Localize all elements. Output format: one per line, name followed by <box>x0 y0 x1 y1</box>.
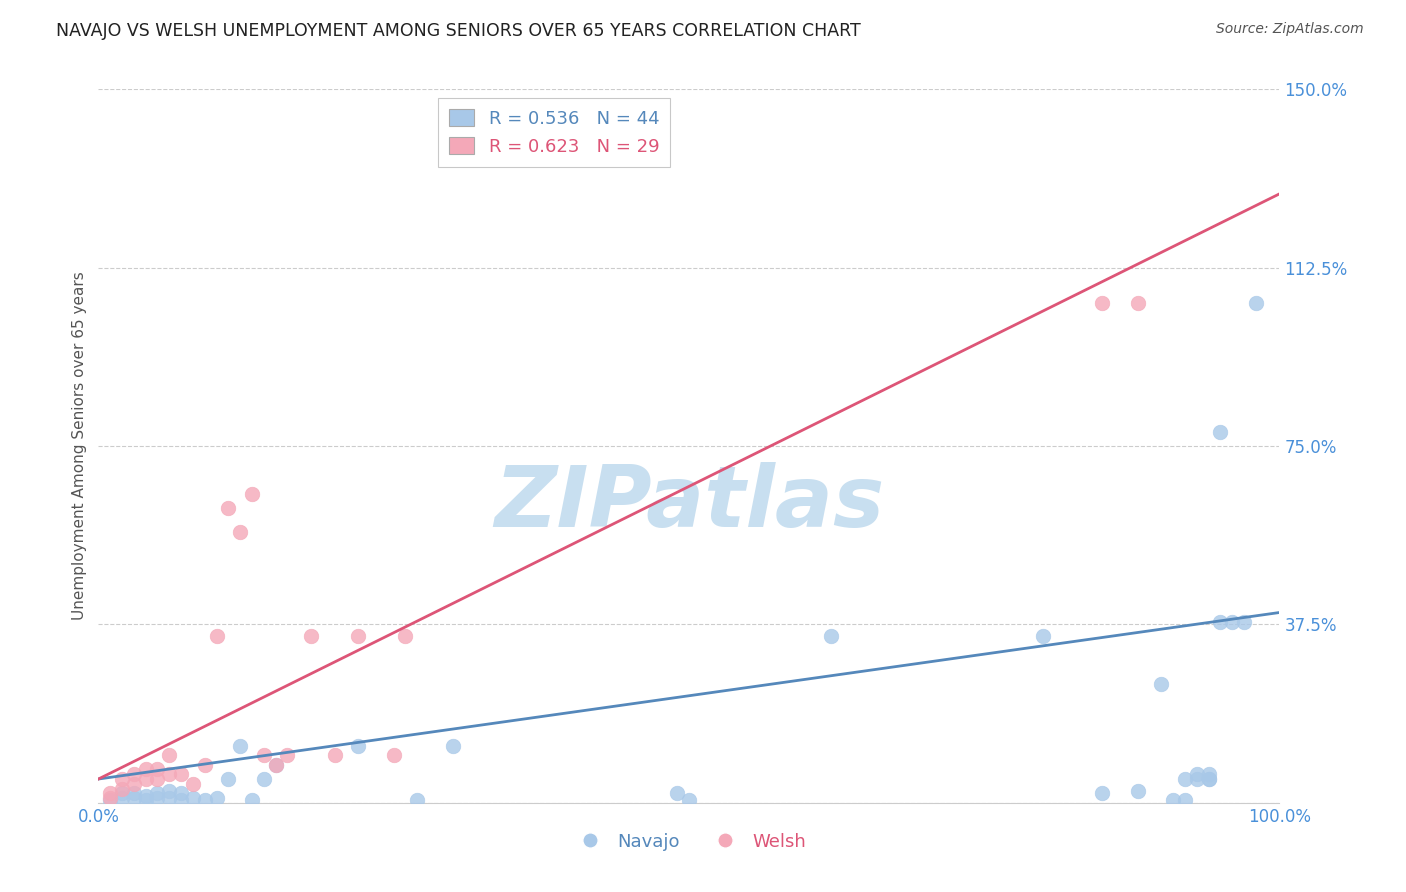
Point <box>135 793 157 807</box>
Point <box>205 791 228 805</box>
Point <box>253 772 276 786</box>
Point <box>678 793 700 807</box>
Point <box>135 789 157 803</box>
Point <box>1126 784 1149 798</box>
Point <box>1209 615 1232 629</box>
Point <box>1233 615 1256 629</box>
Point <box>98 786 121 800</box>
Point <box>276 748 298 763</box>
Point <box>135 763 157 777</box>
Point <box>1198 767 1220 781</box>
Point <box>406 793 429 807</box>
Point <box>1185 772 1208 786</box>
Point <box>1185 767 1208 781</box>
Text: Source: ZipAtlas.com: Source: ZipAtlas.com <box>1216 22 1364 37</box>
Point <box>217 500 239 515</box>
Point <box>1091 296 1114 310</box>
Point <box>122 767 145 781</box>
Point <box>666 786 689 800</box>
Point <box>135 772 157 786</box>
Point <box>170 767 193 781</box>
Point <box>253 748 276 763</box>
Point <box>170 786 193 800</box>
Point <box>181 791 204 805</box>
Point <box>146 786 169 800</box>
Point <box>1032 629 1054 643</box>
Point <box>1161 793 1184 807</box>
Point <box>1091 786 1114 800</box>
Point <box>347 629 370 643</box>
Point <box>1220 615 1243 629</box>
Point <box>111 786 134 800</box>
Text: NAVAJO VS WELSH UNEMPLOYMENT AMONG SENIORS OVER 65 YEARS CORRELATION CHART: NAVAJO VS WELSH UNEMPLOYMENT AMONG SENIO… <box>56 22 860 40</box>
Point <box>1126 296 1149 310</box>
Point <box>1198 772 1220 786</box>
Point <box>1198 772 1220 786</box>
Point <box>1174 772 1197 786</box>
Point <box>194 757 217 772</box>
Point <box>194 793 217 807</box>
Point <box>1150 677 1173 691</box>
Point <box>111 772 134 786</box>
Point <box>240 793 263 807</box>
Text: ZIPatlas: ZIPatlas <box>494 461 884 545</box>
Point <box>441 739 464 753</box>
Point <box>820 629 842 643</box>
Point <box>240 486 263 500</box>
Point <box>157 784 180 798</box>
Point <box>299 629 322 643</box>
Point <box>229 524 252 539</box>
Point <box>170 793 193 807</box>
Point <box>146 772 169 786</box>
Point <box>157 748 180 763</box>
Point <box>205 629 228 643</box>
Legend: Navajo, Welsh: Navajo, Welsh <box>565 826 813 858</box>
Point <box>264 757 287 772</box>
Point <box>394 629 416 643</box>
Point <box>122 786 145 800</box>
Point <box>1174 793 1197 807</box>
Point <box>111 791 134 805</box>
Point <box>146 791 169 805</box>
Point <box>217 772 239 786</box>
Point <box>229 739 252 753</box>
Point <box>122 777 145 791</box>
Point <box>323 748 346 763</box>
Point <box>347 739 370 753</box>
Point <box>1244 296 1267 310</box>
Point <box>146 763 169 777</box>
Point <box>157 791 180 805</box>
Point <box>122 791 145 805</box>
Point <box>98 791 121 805</box>
Point <box>157 767 180 781</box>
Point <box>181 777 204 791</box>
Point <box>382 748 405 763</box>
Point <box>1209 425 1232 439</box>
Y-axis label: Unemployment Among Seniors over 65 years: Unemployment Among Seniors over 65 years <box>72 272 87 620</box>
Point <box>264 757 287 772</box>
Point <box>111 781 134 796</box>
Point <box>98 793 121 807</box>
